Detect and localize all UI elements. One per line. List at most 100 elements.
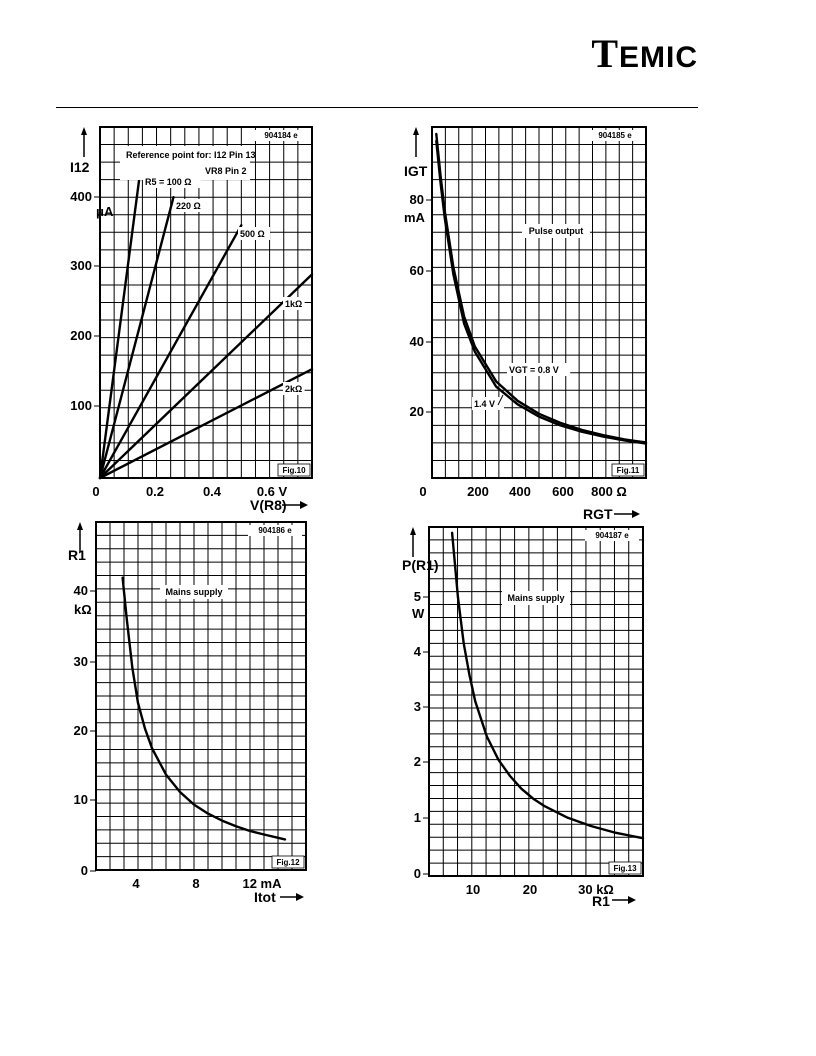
y-tick-label: 40	[410, 334, 424, 349]
series-line-3	[98, 224, 243, 480]
series-line-2	[98, 196, 175, 480]
x-tick-label: 10	[466, 882, 480, 897]
note-bg	[502, 591, 570, 605]
chart-1: Fig.10 904184 e 0 0.2 0.4 0.6 V 100 200 300 400 Re…	[70, 126, 314, 513]
fig-tag-box	[611, 463, 645, 477]
x-arrow-head-icon	[628, 896, 636, 904]
series-line-1	[121, 576, 287, 841]
series-label-2-bg	[174, 199, 206, 212]
y-tick-label: 100	[70, 398, 92, 413]
y-axis-unit: μA	[96, 204, 114, 219]
series-label-1: R5 = 100 Ω	[145, 177, 192, 187]
y-tick-label: 30	[74, 654, 88, 669]
series-line-1	[98, 174, 141, 480]
header-rule	[56, 107, 698, 108]
series-group	[98, 174, 314, 480]
x-tick-label: 400	[509, 484, 531, 499]
x-tick-label: 20	[523, 882, 537, 897]
y-tick-label: 10	[74, 792, 88, 807]
code-box	[248, 525, 302, 536]
y-axis-unit: W	[412, 606, 425, 621]
chart-code: 904184 e	[264, 131, 298, 140]
y-tick-label: 4	[414, 644, 422, 659]
reference-note-bg	[120, 146, 250, 180]
reference-note-line2: VR8 Pin 2	[205, 166, 247, 176]
label-leader-1	[497, 394, 504, 406]
grid	[428, 526, 644, 877]
fig-tag-box	[608, 861, 642, 875]
y-tick-label: 5	[414, 589, 421, 604]
y-tick-label: 3	[414, 699, 421, 714]
y-arrow-head-icon	[81, 127, 87, 135]
y-arrow-head-icon	[77, 522, 83, 530]
series-group	[450, 531, 645, 840]
chart-2: Fig.11 904185 e 0 200 400 600 800 Ω 20 40 60 80 Pul…	[404, 126, 648, 522]
plot-frame	[431, 126, 647, 479]
y-axis-unit: mA	[404, 210, 426, 225]
series-label-4-bg	[283, 297, 305, 310]
x-tick-label: 0.6 V	[257, 484, 288, 499]
y-tick-label: 60	[410, 263, 424, 278]
series-group	[121, 576, 287, 841]
x-tick-label: 0.4	[203, 484, 222, 499]
series-label-1: VGT = 0.8 V	[509, 365, 559, 375]
series-line-5	[98, 368, 314, 480]
x-tick-label: 12 mA	[242, 876, 282, 891]
series-label-2: 1.4 V	[474, 399, 495, 409]
code-box	[254, 130, 308, 141]
series-label-2: 220 Ω	[176, 201, 201, 211]
code-box	[585, 530, 639, 541]
series-line-1	[435, 139, 648, 445]
series-label-1-bg	[507, 363, 571, 376]
y-arrow-head-icon	[410, 527, 416, 535]
x-tick-label: 0	[419, 484, 426, 499]
mains-supply-note: Mains supply	[165, 587, 222, 597]
fig-tag: Fig.11	[617, 466, 640, 475]
x-arrow-head-icon	[300, 501, 308, 509]
temic-logo: TEMIC	[591, 31, 698, 76]
x-axis-title: Itot	[254, 889, 276, 905]
y-tick-label: 300	[70, 258, 92, 273]
y-tick-label: 0	[414, 866, 421, 881]
y-tick-label: 40	[74, 583, 88, 598]
fig-tag: Fig.13	[613, 864, 637, 873]
reference-note-line1: Reference point for: I12 Pin 13	[126, 150, 256, 160]
series-line-4	[98, 273, 314, 480]
series-label-2-bg	[472, 397, 504, 410]
fig-tag: Fig.10	[282, 466, 306, 475]
note-bg	[160, 585, 228, 599]
x-axis-title: R1	[592, 893, 610, 909]
y-axis-unit: kΩ	[74, 602, 92, 617]
grid	[431, 126, 647, 479]
chart-code: 904187 e	[595, 531, 629, 540]
x-tick-label: 30 kΩ	[578, 882, 614, 897]
note-bg	[522, 224, 590, 238]
y-axis-title: R1	[68, 547, 86, 563]
fig-tag: Fig.12	[276, 858, 300, 867]
chart-4: Fig.13 904187 e 10 20 30 kΩ 0 1 2 3 4 5 Mains suppl…	[402, 526, 645, 909]
x-tick-label: 0	[92, 484, 99, 499]
y-tick-label: 400	[70, 189, 92, 204]
plot-frame	[95, 521, 307, 871]
y-arrow-head-icon	[413, 127, 419, 135]
chart-code: 904186 e	[258, 526, 292, 535]
x-tick-label: 200	[467, 484, 489, 499]
x-axis-title: RGT	[583, 506, 613, 522]
y-tick-label: 200	[70, 328, 92, 343]
chart-code: 904185 e	[598, 131, 632, 140]
x-arrow-head-icon	[632, 510, 640, 518]
series-group	[435, 132, 648, 445]
series-line-2	[435, 132, 648, 444]
series-label-4: 1kΩ	[285, 299, 302, 309]
series-line-1	[450, 531, 645, 840]
y-axis-title: I12	[70, 159, 90, 175]
series-label-5: 2kΩ	[285, 384, 302, 394]
chart-3: Fig.12 904186 e 4 8 12 mA 0 10 20 30 40 Mains supp…	[68, 521, 307, 905]
y-tick-label: 20	[74, 723, 88, 738]
y-tick-label: 80	[410, 192, 424, 207]
x-arrow-head-icon	[296, 893, 304, 901]
series-label-1-bg	[143, 175, 201, 188]
x-axis-title: V(R8)	[250, 497, 287, 513]
y-axis-title: P(R1)	[402, 557, 439, 573]
